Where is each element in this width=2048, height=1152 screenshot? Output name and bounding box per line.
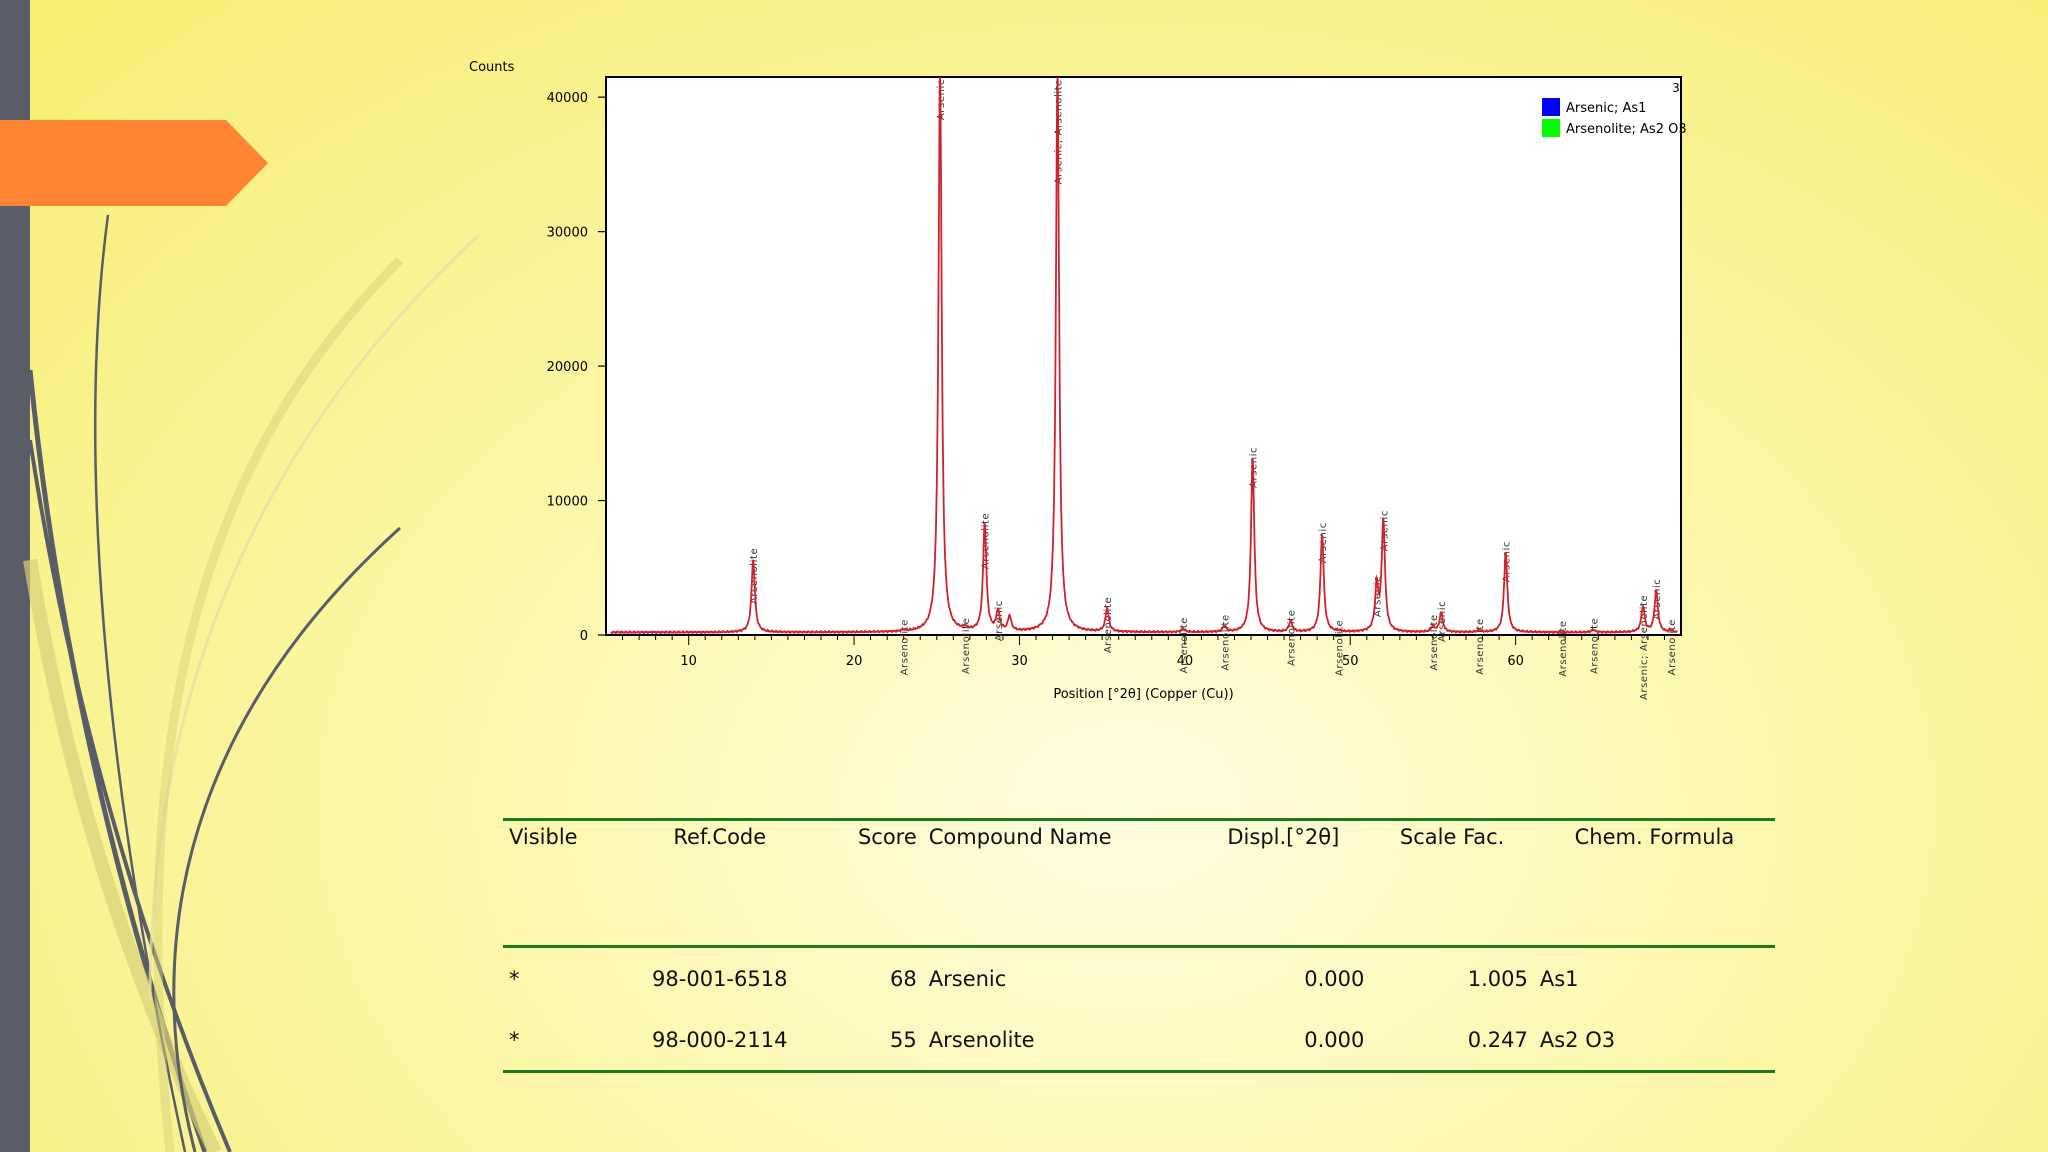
peak-annotation: Arsenolite (961, 618, 972, 674)
cell-displacement: 0.000 (1196, 1009, 1371, 1073)
cell-scale-factor: 0.247 (1370, 1009, 1534, 1073)
cell-score: 55 (823, 1009, 923, 1073)
y-tick-label: 40000 (547, 91, 588, 106)
y-tick-label: 20000 (547, 360, 588, 375)
peak-annotation: Arsenolite (1179, 617, 1190, 673)
phase-results-table: Visible Ref.Code Score Compound Name Dis… (503, 818, 1775, 1073)
peak-annotation: Arsenic (1373, 576, 1384, 617)
peak-annotation: Arsenolite (1429, 614, 1440, 670)
header-ref-code: Ref.Code (616, 818, 824, 948)
peak-annotation: Arsenic (1249, 447, 1260, 488)
peak-annotation: Arsenic (994, 600, 1005, 641)
x-tick-label: 40 (1177, 654, 1194, 669)
cell-compound-name: Arsenic (928, 966, 1007, 991)
cell-compound-name: Arsenolite (922, 1009, 1197, 1073)
orange-arrow-shape (0, 120, 268, 206)
legend-swatch (1542, 98, 1560, 116)
cell-score: 68 (890, 966, 917, 991)
header-visible: Visible (503, 818, 617, 948)
cell-ref-code: 98-000-2114 (616, 1009, 824, 1073)
cell-ref-code: 98-001-6518 (652, 966, 788, 991)
peak-annotation: Arsenolite (1335, 620, 1346, 676)
peak-annotation: Arsenic; Arsenolite (1639, 595, 1650, 700)
legend-entry: Arsenic; As1 (1566, 101, 1646, 116)
peak-annotation: Arsenic (936, 79, 947, 120)
cell-scale-factor: 1.005 (1467, 966, 1528, 991)
x-tick-label: 10 (680, 654, 697, 669)
cell-visible: * (503, 1009, 617, 1073)
header-displacement: Displ.[°2θ] (1196, 818, 1371, 948)
diffraction-trace (610, 76, 1678, 635)
corner-label: 3 (1672, 81, 1680, 95)
cell-chem-formula: As1 (1539, 966, 1579, 991)
peak-annotation: Arsenolite (1103, 597, 1114, 653)
y-tick-label: 30000 (547, 226, 588, 241)
table-header-row: Visible Ref.Code Score Compound Name Dis… (503, 818, 1775, 948)
peak-annotation: Arsenolite (1589, 618, 1600, 674)
peak-annotation: Arsenolite (900, 619, 911, 675)
table-row: * 98-001-6518 68 Arsenic 0.000 1.005 As1 (503, 947, 1775, 1010)
y-axis-label: Counts (469, 60, 515, 75)
x-axis-label: Position [°2θ] (Copper (Cu)) (1053, 687, 1233, 702)
plot-area (605, 76, 1682, 636)
header-score: Score (823, 818, 923, 948)
peak-annotation: Arsenolite (1558, 620, 1569, 676)
x-tick-label: 60 (1507, 654, 1524, 669)
x-tick-label: 20 (846, 654, 863, 669)
x-tick-label: 50 (1342, 654, 1359, 669)
legend-entry: Arsenolite; As2 O3 (1566, 122, 1687, 137)
legend-swatch (1542, 119, 1560, 137)
x-tick-label: 30 (1011, 654, 1028, 669)
y-tick-label: 10000 (547, 495, 588, 510)
peak-annotation: Arsenolite (1475, 618, 1486, 674)
table-row: * 98-000-2114 55 Arsenolite 0.000 0.247 … (503, 1009, 1775, 1073)
peak-annotation: Arsenolite (1287, 610, 1298, 666)
cell-visible: * (509, 966, 520, 991)
peak-annotation: Arsenolite (1221, 614, 1232, 670)
cell-displacement: 0.000 (1304, 966, 1365, 991)
peak-annotation: Arsenolite (1667, 619, 1678, 675)
y-tick-label: 0 (580, 629, 588, 644)
header-compound-name: Compound Name (922, 818, 1197, 948)
cell-chem-formula: As2 O3 (1533, 1009, 1775, 1073)
header-scale-factor: Scale Fac. (1370, 818, 1534, 948)
header-chem-formula: Chem. Formula (1533, 818, 1775, 948)
